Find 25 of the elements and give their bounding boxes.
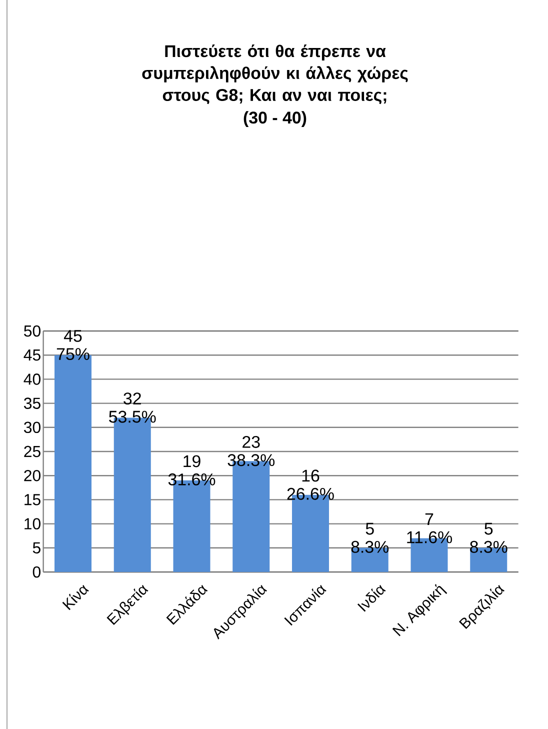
y-tick-label: 50 [24, 325, 40, 337]
data-label: 5 [366, 522, 374, 535]
annotation: 8.3% [351, 540, 389, 553]
y-tick-label: 30 [24, 422, 40, 434]
annotation: 8.3% [470, 540, 508, 553]
y-tick-label: 20 [24, 470, 40, 482]
data-label: 19 [184, 455, 200, 468]
y-tick-label: 25 [24, 446, 40, 458]
chart-title: Πιστεύετε ότι θα έπρεπε να συμπεριληφθούν κι άλλες χώρες στους G8; Και αν ναι ποιες; [142, 44, 408, 104]
chart-subtitle: (30 - 40) [244, 111, 306, 127]
y-tick-label: 45 [24, 350, 40, 361]
annotation: 75% [56, 348, 90, 360]
data-label: 16 [302, 470, 320, 482]
y-tick-label: 35 [24, 398, 40, 409]
x-tick-label: Κίνα [62, 584, 89, 610]
y-tick-label: 5 [32, 542, 40, 554]
data-label: 45 [64, 330, 82, 342]
y-tick-label: 10 [24, 518, 40, 530]
data-label: 5 [484, 522, 493, 535]
data-label: 23 [242, 436, 260, 448]
y-tick-label: 15 [24, 494, 40, 506]
y-tick-label: 40 [24, 374, 40, 385]
data-label: 32 [124, 392, 141, 405]
data-label: 7 [425, 513, 434, 526]
y-tick-label: 0 [32, 566, 40, 578]
